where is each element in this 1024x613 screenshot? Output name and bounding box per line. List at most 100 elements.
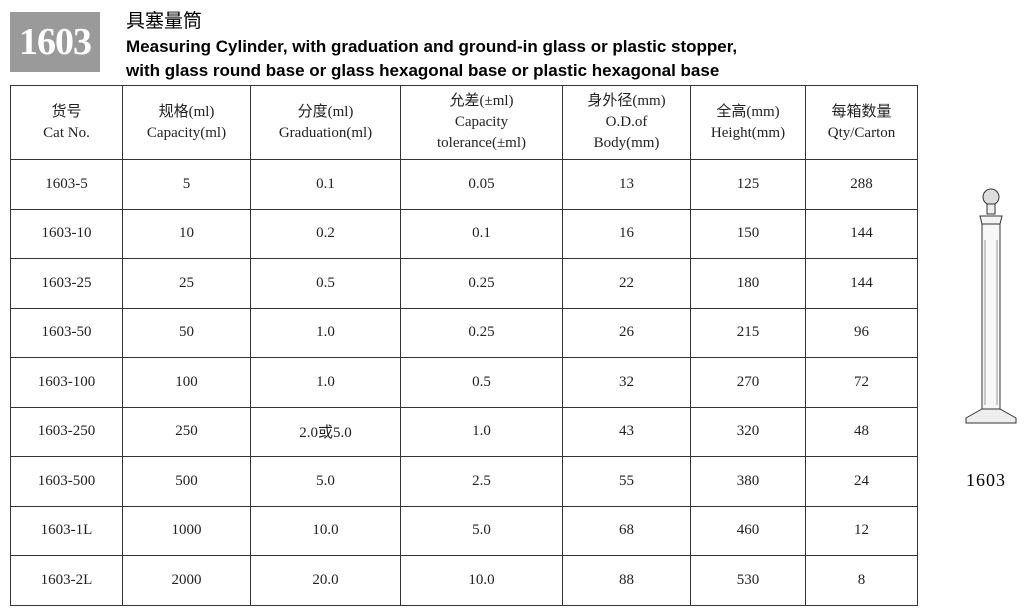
cell: 68: [562, 505, 691, 556]
cell: 1.0: [400, 406, 563, 457]
header-cell: 允差(±ml) Capacity tolerance(±ml): [400, 85, 563, 160]
header-line: tolerance(±ml): [436, 135, 527, 151]
cell: 1603-25: [10, 258, 123, 309]
title-en: with glass round base or glass hexagonal…: [126, 61, 720, 80]
cell: 96: [805, 307, 918, 358]
header-line: 每箱数量: [831, 103, 892, 120]
cell: 10: [122, 208, 251, 259]
title-en: Measuring Cylinder, with graduation and …: [126, 37, 738, 56]
cell: 43: [562, 406, 691, 457]
cell: 2000: [122, 555, 251, 606]
cell: 0.5: [250, 258, 401, 309]
cell: 460: [690, 505, 806, 556]
cell: 1603-2L: [10, 555, 123, 606]
cell: 500: [122, 456, 251, 507]
cell: 16: [562, 208, 691, 259]
header-cell: 货号 Cat No.: [10, 85, 123, 160]
header-cell: 全高(mm) Height(mm): [690, 85, 806, 160]
cell: 22: [562, 258, 691, 309]
cell: 24: [805, 456, 918, 507]
badge: 1603: [10, 12, 100, 72]
row: 1603-2L 2000 20.0 10.0 88 530 8: [10, 555, 918, 606]
header-line: Capacity(ml): [146, 124, 227, 141]
figure-label: 1603: [966, 470, 1006, 490]
cell: 144: [805, 208, 918, 259]
row: 1603-50 50 1.0 0.25 26 215 96: [10, 307, 918, 358]
cell: 26: [562, 307, 691, 358]
header-line: 货号: [51, 103, 82, 120]
header-line: O.D.of: [605, 114, 648, 130]
cell: 8: [805, 555, 918, 606]
header-row: 货号 Cat No. 规格(ml) Capacity(ml) 分度(ml) Graduat…: [10, 85, 918, 160]
header-line: Qty/Carton: [827, 124, 896, 141]
cell: 180: [690, 258, 806, 309]
row: 1603-5 5 0.1 0.05 13 125 288: [10, 159, 918, 210]
cell: 2.5: [400, 456, 563, 507]
header-line: 分度(ml): [297, 103, 354, 120]
header-line: 全高(mm): [716, 103, 780, 120]
cell: 215: [690, 307, 806, 358]
cell: 1603-1L: [10, 505, 123, 556]
header-cell: 规格(ml) Capacity(ml): [122, 85, 251, 160]
cell: 0.25: [400, 307, 563, 358]
cell: 250: [122, 406, 251, 457]
header-line: Cat No.: [43, 124, 90, 141]
cell: 1603-50: [10, 307, 123, 358]
header-cell: 身外径(mm) O.D.of Body(mm): [562, 85, 691, 160]
cell: 1603-5: [10, 159, 123, 210]
cell: 1.0: [250, 307, 401, 358]
cell: 1603-10: [10, 208, 123, 259]
cell: 0.5: [400, 357, 563, 408]
cell: 0.1: [400, 208, 563, 259]
row: 1603-25 25 0.5 0.25 22 180 144: [10, 258, 918, 309]
row: 1603-500 500 5.0 2.5 55 380 24: [10, 456, 918, 507]
cell: 5.0: [250, 456, 401, 507]
cell: 5.0: [400, 505, 563, 556]
cell: 12: [805, 505, 918, 556]
header-line: Body(mm): [593, 135, 660, 151]
row: 1603-10 10 0.2 0.1 16 150 144: [10, 208, 918, 259]
cell: 100: [122, 357, 251, 408]
cell: 1603-250: [10, 406, 123, 457]
row: 1603-100 100 1.0 0.5 32 270 72: [10, 357, 918, 408]
spec-table: 货号 Cat No. 规格(ml) Capacity(ml) 分度(ml) Graduat…: [10, 85, 918, 606]
cell: 88: [562, 555, 691, 606]
cell: 288: [805, 159, 918, 210]
cell: 10.0: [250, 505, 401, 556]
cell: 10.0: [400, 555, 563, 606]
cell: 320: [690, 406, 806, 457]
row: 1603-1L 1000 10.0 5.0 68 460 12: [10, 505, 918, 556]
cell: 144: [805, 258, 918, 309]
header-line: 规格(ml): [158, 103, 215, 120]
header-line: 允差(±ml): [449, 93, 514, 109]
cell: 0.25: [400, 258, 563, 309]
cell: 32: [562, 357, 691, 408]
cell: 1603-500: [10, 456, 123, 507]
cell: 20.0: [250, 555, 401, 606]
cell: 55: [562, 456, 691, 507]
cell: 150: [690, 208, 806, 259]
cell: 1.0: [250, 357, 401, 408]
header-line: 身外径(mm): [587, 93, 666, 109]
cell: 125: [690, 159, 806, 210]
cylinder-figure: [965, 188, 1017, 424]
cell: 380: [690, 456, 806, 507]
header-line: Capacity: [454, 114, 509, 130]
cell: 530: [690, 555, 806, 606]
cell: 270: [690, 357, 806, 408]
cell: 48: [805, 406, 918, 457]
cell: 50: [122, 307, 251, 358]
cell: 72: [805, 357, 918, 408]
cell: 25: [122, 258, 251, 309]
cell: 1603-100: [10, 357, 123, 408]
cell: 1000: [122, 505, 251, 556]
cell: 0.1: [250, 159, 401, 210]
title-cn: 具塞量筒: [126, 10, 203, 32]
cell: 0.05: [400, 159, 563, 210]
header-cell: 每箱数量 Qty/Carton: [805, 85, 918, 160]
header-line: Graduation(ml): [278, 124, 373, 141]
cell: 0.2: [250, 208, 401, 259]
cell: 2.0或5.0: [250, 406, 401, 457]
header-line: Height(mm): [710, 124, 786, 141]
